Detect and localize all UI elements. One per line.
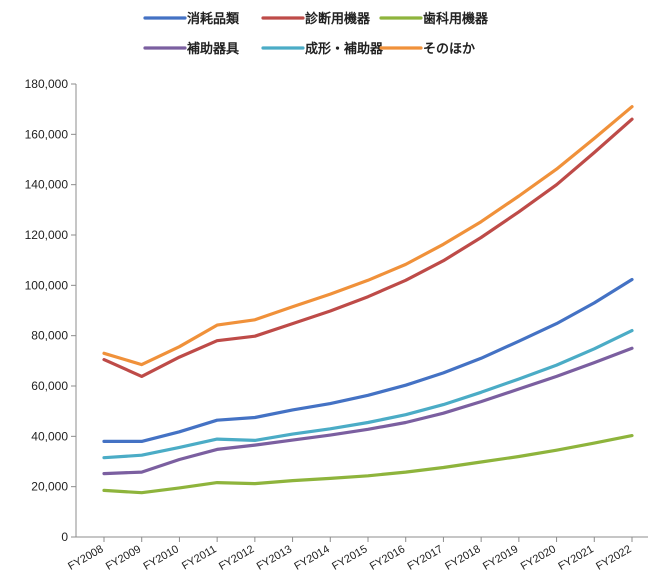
legend-item-3: 補助器具 xyxy=(143,41,239,57)
y-tick-label: 140,000 xyxy=(25,178,69,192)
x-tick-label: FY2017 xyxy=(406,543,445,573)
legend-label: 歯科用機器 xyxy=(423,11,489,27)
y-axis-ticks: 0 20,000 40,000 60,000 80,000 100,000 120,000 1… xyxy=(25,77,76,544)
x-tick-label: FY2009 xyxy=(104,543,143,573)
legend-item-5: そのほか xyxy=(379,42,475,57)
y-tick-label: 180,000 xyxy=(25,77,69,91)
legend-label: 補助器具 xyxy=(186,41,239,57)
x-tick-label: FY2021 xyxy=(556,543,595,573)
x-tick-label: FY2020 xyxy=(519,543,558,573)
legend-label: そのほか xyxy=(423,42,475,57)
series-line-0 xyxy=(102,277,634,443)
y-tick-label: 80,000 xyxy=(31,329,68,343)
axes xyxy=(75,84,648,538)
y-tick-label: 160,000 xyxy=(25,127,69,141)
series-line-2 xyxy=(102,434,634,495)
x-tick-label: FY2008 xyxy=(66,543,105,573)
x-tick-label: FY2014 xyxy=(292,543,331,573)
y-tick-label: 60,000 xyxy=(31,379,68,393)
x-tick-label: FY2015 xyxy=(330,543,369,573)
x-tick-label: FY2018 xyxy=(443,543,482,573)
legend-label: 診断用機器 xyxy=(305,11,371,27)
x-tick-label: FY2012 xyxy=(217,543,256,573)
series-line-1 xyxy=(102,117,634,378)
y-tick-label: 0 xyxy=(61,530,68,544)
x-tick-label: FY2022 xyxy=(594,543,633,573)
legend-label: 成形・補助器 xyxy=(305,41,384,57)
y-tick-label: 120,000 xyxy=(25,228,69,242)
legend-item-4: 成形・補助器 xyxy=(261,41,384,57)
legend-item-0: 消耗品類 xyxy=(143,11,240,27)
series-line-5 xyxy=(102,105,634,367)
y-tick-label: 20,000 xyxy=(31,480,68,494)
legend-item-2: 歯科用機器 xyxy=(379,11,489,27)
x-tick-label: FY2013 xyxy=(255,543,294,573)
y-tick-label: 100,000 xyxy=(25,278,69,292)
x-tick-label: FY2016 xyxy=(368,543,407,573)
x-tick-label: FY2019 xyxy=(481,543,520,573)
legend-item-1: 診断用機器 xyxy=(261,11,371,27)
y-tick-label: 40,000 xyxy=(31,429,68,443)
legend-label: 消耗品類 xyxy=(187,11,240,27)
x-tick-label: FY2011 xyxy=(180,543,219,572)
series-line-3 xyxy=(102,346,634,476)
x-tick-label: FY2010 xyxy=(142,543,181,573)
series-lines xyxy=(102,105,634,495)
series-line-4 xyxy=(102,329,634,460)
